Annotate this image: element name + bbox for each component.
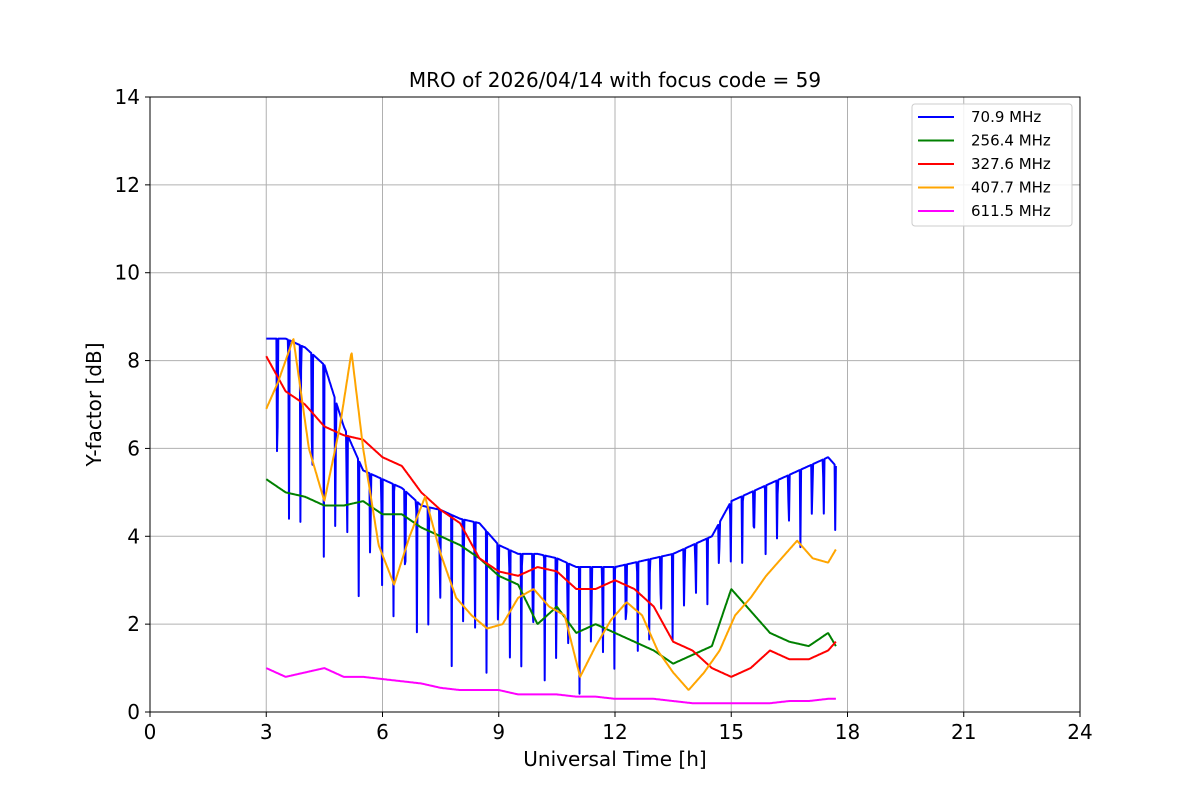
legend-label-1: 256.4 MHz: [971, 132, 1051, 150]
y-tick-label: 6: [127, 436, 140, 460]
y-tick-label: 12: [115, 173, 140, 197]
legend-label-3: 407.7 MHz: [971, 179, 1051, 197]
x-tick-label: 24: [1067, 720, 1092, 744]
legend-label-4: 611.5 MHz: [971, 202, 1051, 220]
x-axis-label: Universal Time [h]: [523, 747, 706, 771]
y-tick-label: 4: [127, 524, 140, 548]
x-tick-label: 18: [835, 720, 860, 744]
x-tick-label: 3: [260, 720, 273, 744]
series-line-0: [265, 337, 837, 695]
x-tick-label: 0: [144, 720, 157, 744]
x-tick-label: 12: [602, 720, 627, 744]
series-line-1: [265, 478, 837, 665]
x-tick-label: 21: [951, 720, 976, 744]
legend: 70.9 MHz 256.4 MHz 327.6 MHz 407.7 MHz 611.5…: [911, 103, 1073, 227]
series-line-4: [265, 667, 837, 705]
y-tick-label: 8: [127, 349, 140, 373]
legend-label-2: 327.6 MHz: [971, 155, 1051, 173]
y-tick-label: 0: [127, 700, 140, 724]
y-tick-label: 10: [115, 261, 140, 285]
y-tick-label: 2: [127, 612, 140, 636]
legend-label-0: 70.9 MHz: [971, 108, 1041, 126]
chart-title: MRO of 2026/04/14 with focus code = 59: [409, 68, 821, 92]
y-axis-label: Y-factor [dB]: [82, 342, 106, 467]
y-tick-label: 14: [115, 85, 140, 109]
x-tick-label: 15: [719, 720, 744, 744]
series-lines: [265, 337, 837, 705]
x-tick-label: 9: [492, 720, 505, 744]
x-tick-label: 6: [376, 720, 389, 744]
legend-box: [911, 103, 1073, 227]
series-line-3: [265, 338, 837, 691]
